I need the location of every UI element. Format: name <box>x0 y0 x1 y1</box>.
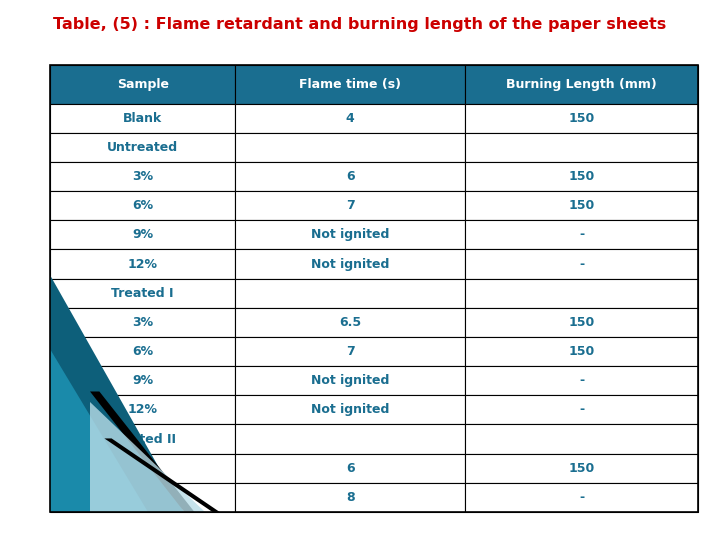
Text: 150: 150 <box>569 199 595 212</box>
Bar <box>50 249 235 279</box>
Text: Not ignited: Not ignited <box>311 228 390 241</box>
Text: 150: 150 <box>569 170 595 183</box>
Text: Blank: Blank <box>123 112 163 125</box>
Text: 6: 6 <box>346 170 354 183</box>
Bar <box>465 424 698 454</box>
Bar <box>465 249 698 279</box>
Bar <box>235 454 465 483</box>
Text: Untreated: Untreated <box>107 141 179 154</box>
Bar <box>235 162 465 191</box>
Bar <box>50 220 235 249</box>
Text: 12%: 12% <box>127 403 158 416</box>
Text: 3%: 3% <box>132 462 153 475</box>
Bar <box>465 133 698 162</box>
Bar <box>50 308 235 337</box>
Text: -: - <box>579 491 585 504</box>
Polygon shape <box>90 392 194 512</box>
Bar <box>50 65 698 512</box>
Text: Table, (5) : Flame retardant and burning length of the paper sheets: Table, (5) : Flame retardant and burning… <box>53 17 667 32</box>
Bar <box>50 424 235 454</box>
Bar <box>235 249 465 279</box>
Text: 9%: 9% <box>132 374 153 387</box>
Bar <box>50 395 235 424</box>
Bar <box>50 65 235 104</box>
Text: -: - <box>579 403 585 416</box>
Bar <box>235 220 465 249</box>
Bar <box>235 279 465 308</box>
Text: 6%: 6% <box>132 491 153 504</box>
Polygon shape <box>50 275 184 512</box>
Text: 3%: 3% <box>132 316 153 329</box>
Text: 3%: 3% <box>132 170 153 183</box>
Text: 12%: 12% <box>127 258 158 271</box>
Bar <box>50 279 235 308</box>
Text: -: - <box>579 374 585 387</box>
Bar <box>465 191 698 220</box>
Text: Treated II: Treated II <box>109 433 176 446</box>
Bar <box>50 366 235 395</box>
Bar <box>465 454 698 483</box>
Bar <box>235 191 465 220</box>
Text: Flame time (s): Flame time (s) <box>299 78 401 91</box>
Text: 150: 150 <box>569 112 595 125</box>
Text: 8: 8 <box>346 491 354 504</box>
Bar <box>465 483 698 512</box>
Bar <box>465 162 698 191</box>
Text: Not ignited: Not ignited <box>311 374 390 387</box>
Text: -: - <box>579 228 585 241</box>
Bar <box>465 337 698 366</box>
Text: 4: 4 <box>346 112 354 125</box>
Text: 7: 7 <box>346 345 354 358</box>
Text: 6%: 6% <box>132 199 153 212</box>
Text: 6: 6 <box>346 462 354 475</box>
Text: 7: 7 <box>346 199 354 212</box>
Bar <box>235 133 465 162</box>
Bar <box>465 308 698 337</box>
Text: 150: 150 <box>569 316 595 329</box>
Bar <box>50 104 235 133</box>
Text: 6%: 6% <box>132 345 153 358</box>
Bar <box>465 366 698 395</box>
Bar <box>235 104 465 133</box>
Polygon shape <box>104 438 220 512</box>
Bar <box>235 395 465 424</box>
Bar <box>50 133 235 162</box>
Text: 150: 150 <box>569 345 595 358</box>
Polygon shape <box>90 402 205 512</box>
Bar <box>465 279 698 308</box>
Text: -: - <box>579 258 585 271</box>
Text: 6.5: 6.5 <box>339 316 361 329</box>
Text: Treated I: Treated I <box>112 287 174 300</box>
Polygon shape <box>50 349 148 512</box>
Text: Not ignited: Not ignited <box>311 258 390 271</box>
Text: Not ignited: Not ignited <box>311 403 390 416</box>
Bar <box>50 454 235 483</box>
Bar <box>235 65 465 104</box>
Bar <box>235 308 465 337</box>
Text: 150: 150 <box>569 462 595 475</box>
Text: 9%: 9% <box>132 228 153 241</box>
Bar <box>50 337 235 366</box>
Bar <box>235 483 465 512</box>
Bar <box>465 104 698 133</box>
Bar <box>235 424 465 454</box>
Bar <box>465 65 698 104</box>
Bar <box>465 220 698 249</box>
Bar <box>235 337 465 366</box>
Text: Sample: Sample <box>117 78 168 91</box>
Bar <box>50 191 235 220</box>
Bar <box>50 162 235 191</box>
Bar <box>465 395 698 424</box>
Bar <box>235 366 465 395</box>
Text: Burning Length (mm): Burning Length (mm) <box>506 78 657 91</box>
Bar <box>50 483 235 512</box>
